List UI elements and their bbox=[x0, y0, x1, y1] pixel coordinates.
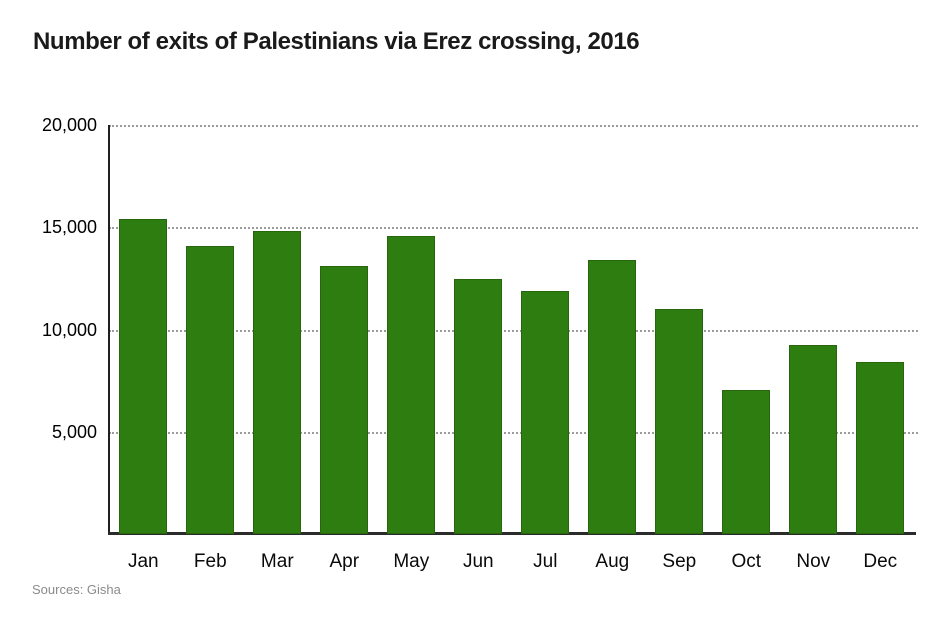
y-tick-label-10000: 10,000 bbox=[41, 319, 97, 340]
x-tick-label-jan: Jan bbox=[127, 551, 159, 572]
x-tick-label-dec: Dec bbox=[863, 551, 898, 572]
y-tick-label-20000: 20,000 bbox=[41, 115, 97, 135]
x-tick-label-apr: Apr bbox=[329, 551, 360, 572]
x-axis-labels: Jan Feb Mar Apr May Jun Jul Aug Sep Oct Nov Dec bbox=[108, 550, 918, 574]
x-tick-label-mar: Mar bbox=[260, 551, 294, 572]
chart-title: Number of exits of Palestinians via Erez… bbox=[33, 28, 640, 55]
x-axis-line bbox=[108, 532, 916, 535]
bar-jul bbox=[521, 290, 570, 534]
x-tick-label-oct: Oct bbox=[731, 551, 762, 572]
gridline-5000 bbox=[109, 431, 918, 434]
y-tick-label-15000: 15,000 bbox=[41, 217, 97, 238]
bar-chart-plot-area bbox=[108, 125, 918, 535]
bar-sep bbox=[655, 309, 704, 534]
x-tick-label-jun: Jun bbox=[462, 551, 494, 572]
bar-dec bbox=[856, 362, 905, 534]
source-note: Sources: Gisha bbox=[32, 582, 121, 597]
bar-mar bbox=[253, 231, 302, 534]
bar-oct bbox=[722, 389, 771, 534]
bar-jan bbox=[119, 219, 168, 534]
y-axis-line bbox=[108, 125, 110, 534]
y-axis-labels: 20,000 15,000 10,000 5,000 bbox=[0, 0, 97, 632]
gridline-10000 bbox=[109, 329, 918, 332]
bar-jun bbox=[454, 279, 503, 534]
bar-feb bbox=[186, 245, 235, 534]
bar-may bbox=[387, 236, 436, 534]
bar-aug bbox=[588, 259, 637, 534]
x-tick-label-jul: Jul bbox=[533, 551, 558, 572]
bar-nov bbox=[789, 344, 838, 534]
gridline-20000 bbox=[109, 125, 918, 127]
bar-apr bbox=[320, 266, 369, 534]
x-tick-label-sep: Sep bbox=[662, 551, 697, 572]
x-tick-label-feb: Feb bbox=[193, 551, 227, 572]
y-tick-label-5000: 5,000 bbox=[51, 421, 97, 442]
gridline-15000 bbox=[109, 227, 918, 230]
x-tick-label-nov: Nov bbox=[796, 551, 831, 572]
x-tick-label-aug: Aug bbox=[595, 551, 630, 572]
x-tick-label-may: May bbox=[393, 551, 430, 572]
